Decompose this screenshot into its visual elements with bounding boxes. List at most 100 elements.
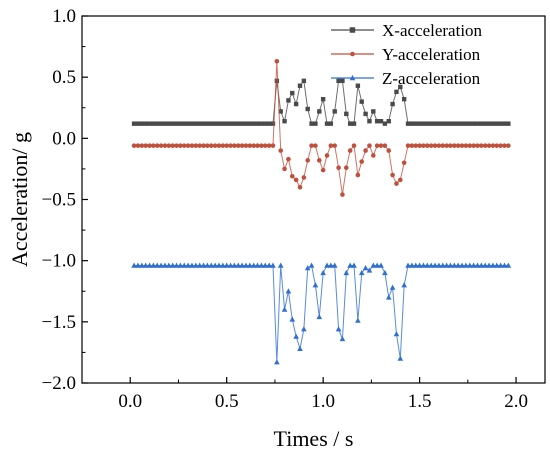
data-point (262, 143, 268, 148)
data-point (320, 96, 326, 102)
data-point (374, 262, 380, 268)
series-y-acceleration (131, 58, 511, 197)
data-point (371, 153, 376, 158)
data-point (417, 143, 422, 148)
data-point (478, 262, 485, 268)
legend-item: Y-acceleration (331, 45, 481, 64)
data-point (297, 83, 303, 88)
data-point (239, 121, 245, 126)
data-point (359, 159, 365, 164)
data-point (266, 121, 272, 126)
data-point (436, 262, 442, 268)
data-point (205, 143, 210, 148)
y-axis-title: Acceleration/ g (7, 132, 32, 267)
data-point (390, 172, 395, 178)
data-point (425, 143, 430, 148)
data-point (459, 143, 465, 148)
data-point (312, 282, 319, 288)
data-point (170, 143, 175, 148)
data-point (243, 262, 249, 268)
data-point (166, 262, 172, 268)
data-point (475, 143, 480, 148)
data-point (455, 143, 461, 148)
data-point (428, 121, 434, 126)
data-point (151, 121, 156, 126)
data-point (482, 143, 488, 148)
x-tick-label: 1.0 (311, 391, 335, 412)
data-point (359, 99, 364, 104)
data-point (463, 121, 469, 126)
data-point (304, 265, 311, 271)
data-point (228, 143, 233, 148)
data-point (220, 121, 226, 126)
series-z-acceleration (131, 262, 512, 365)
data-point (135, 121, 141, 126)
data-point (370, 262, 377, 268)
data-point (277, 262, 284, 268)
data-point (169, 262, 176, 268)
data-point (467, 121, 472, 126)
data-point (397, 355, 404, 361)
data-point (417, 121, 422, 126)
y-tick-label: −2.0 (42, 373, 76, 394)
data-point (151, 143, 156, 148)
data-point (212, 143, 218, 148)
data-point (351, 121, 357, 126)
data-point (177, 262, 184, 268)
legend-label: Y-acceleration (382, 45, 481, 64)
data-point (344, 111, 349, 117)
data-point (486, 121, 492, 126)
data-point (182, 121, 187, 126)
data-point (367, 143, 372, 148)
data-point (139, 143, 145, 148)
data-point (178, 121, 183, 126)
data-point (305, 106, 310, 112)
data-point (475, 121, 480, 126)
data-point (158, 121, 164, 126)
data-point (143, 143, 148, 148)
data-point (463, 143, 469, 148)
legend-swatch-marker (350, 51, 355, 57)
data-point (247, 121, 253, 126)
data-point (482, 121, 488, 126)
data-point (259, 121, 264, 126)
data-point (355, 172, 361, 178)
data-point (490, 143, 496, 148)
data-point (385, 294, 392, 300)
data-point (301, 175, 307, 180)
data-point (447, 262, 454, 268)
data-point (331, 262, 338, 268)
data-point (263, 121, 268, 126)
data-point (208, 143, 214, 148)
data-point (390, 101, 395, 107)
data-point (239, 143, 245, 148)
data-point (494, 143, 500, 148)
data-point (286, 98, 291, 103)
data-point (471, 121, 476, 126)
legend-swatch-marker (349, 27, 356, 33)
data-point (474, 262, 481, 268)
data-point (371, 109, 376, 114)
data-point (432, 143, 438, 148)
data-point (235, 262, 242, 268)
data-point (328, 262, 334, 268)
data-point (409, 121, 415, 126)
data-point (212, 121, 218, 126)
data-point (274, 78, 280, 84)
data-point (220, 262, 226, 268)
data-point (490, 262, 496, 268)
data-point (174, 121, 179, 126)
data-point (343, 165, 349, 170)
data-point (232, 143, 237, 148)
data-point (347, 148, 353, 153)
data-point (131, 143, 137, 148)
data-point (409, 143, 415, 148)
data-point (243, 121, 249, 126)
data-point (224, 143, 229, 148)
data-point (282, 166, 287, 172)
y-tick-label: −0.5 (42, 190, 76, 211)
data-point (421, 121, 426, 126)
data-point (255, 143, 260, 148)
data-point (351, 143, 357, 148)
series-layer (131, 58, 512, 365)
